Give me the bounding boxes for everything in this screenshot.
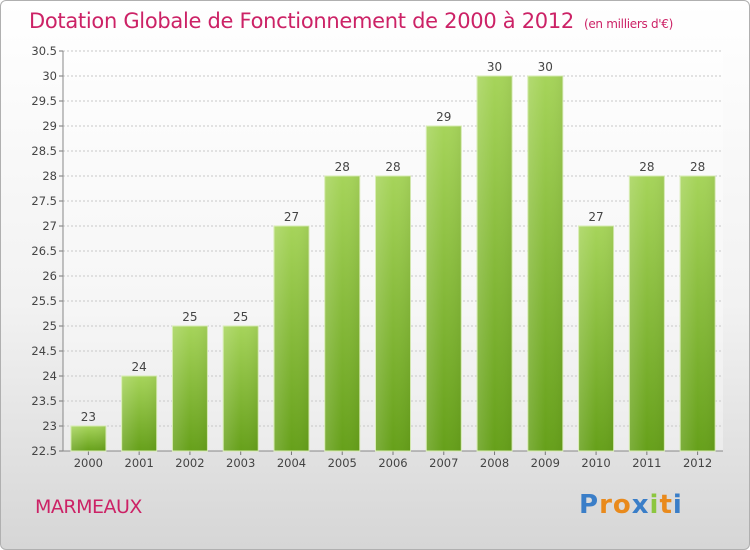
x-tick-label-2003: 2003 — [226, 456, 255, 470]
bar-shine-2003 — [223, 326, 259, 451]
data-label-2007: 29 — [436, 110, 451, 124]
x-tick-label-2010: 2010 — [581, 456, 610, 470]
bar-shine-2006 — [375, 176, 411, 451]
y-tick-label: 24 — [42, 369, 57, 383]
bar-shine-2009 — [527, 76, 563, 451]
bar-shine-2010 — [578, 226, 614, 451]
x-tick-label-2002: 2002 — [175, 456, 204, 470]
data-label-2008: 30 — [487, 60, 502, 74]
y-tick-label: 27 — [42, 219, 57, 233]
data-label-2001: 24 — [132, 360, 147, 374]
x-tick-label-2006: 2006 — [378, 456, 407, 470]
y-tick-label: 25.5 — [31, 294, 57, 308]
y-tick-label: 30.5 — [31, 44, 57, 58]
x-tick-label-2005: 2005 — [328, 456, 357, 470]
data-label-2003: 25 — [233, 310, 248, 324]
bar-shine-2008 — [477, 76, 513, 451]
y-tick-label: 25 — [42, 319, 57, 333]
x-tick-label-2000: 2000 — [74, 456, 103, 470]
bar-shine-2002 — [172, 326, 208, 451]
x-tick-label-2001: 2001 — [125, 456, 154, 470]
y-tick-label: 29.5 — [31, 94, 57, 108]
x-tick-label-2011: 2011 — [632, 456, 661, 470]
data-label-2005: 28 — [335, 160, 350, 174]
data-label-2010: 27 — [588, 210, 603, 224]
x-tick-label-2004: 2004 — [277, 456, 306, 470]
y-tick-label: 22.5 — [31, 444, 57, 458]
bar-shine-2000 — [70, 426, 106, 451]
data-label-2009: 30 — [538, 60, 553, 74]
chart-title-text: Dotation Globale de Fonctionnement de 20… — [29, 9, 574, 33]
bar-shine-2001 — [121, 376, 157, 451]
y-tick-label: 23.5 — [31, 394, 57, 408]
bar-shine-2004 — [273, 226, 309, 451]
y-tick-label: 28 — [42, 169, 57, 183]
commune-name: MARMEAUX — [35, 496, 142, 518]
data-label-2012: 28 — [690, 160, 705, 174]
bar-shine-2011 — [629, 176, 665, 451]
data-label-2006: 28 — [385, 160, 400, 174]
x-tick-label-2007: 2007 — [429, 456, 458, 470]
data-label-2011: 28 — [639, 160, 654, 174]
chart-subtitle: (en milliers d'€) — [583, 17, 673, 31]
data-label-2004: 27 — [284, 210, 299, 224]
y-tick-label: 27.5 — [31, 194, 57, 208]
y-tick-label: 26.5 — [31, 244, 57, 258]
bar-shine-2005 — [324, 176, 360, 451]
y-tick-label: 26 — [42, 269, 57, 283]
y-tick-label: 23 — [42, 419, 57, 433]
bar-shine-2012 — [680, 176, 716, 451]
proxiti-logo: Proxiti — [579, 490, 683, 520]
y-tick-label: 29 — [42, 119, 57, 133]
x-tick-label-2009: 2009 — [531, 456, 560, 470]
y-tick-label: 24.5 — [31, 344, 57, 358]
x-tick-label-2012: 2012 — [683, 456, 712, 470]
data-label-2002: 25 — [182, 310, 197, 324]
bar-shine-2007 — [426, 126, 462, 451]
y-tick-label: 28.5 — [31, 144, 57, 158]
y-tick-label: 30 — [42, 69, 57, 83]
data-label-2000: 23 — [81, 410, 96, 424]
chart-title: Dotation Globale de Fonctionnement de 20… — [29, 9, 673, 33]
x-tick-label-2008: 2008 — [480, 456, 509, 470]
